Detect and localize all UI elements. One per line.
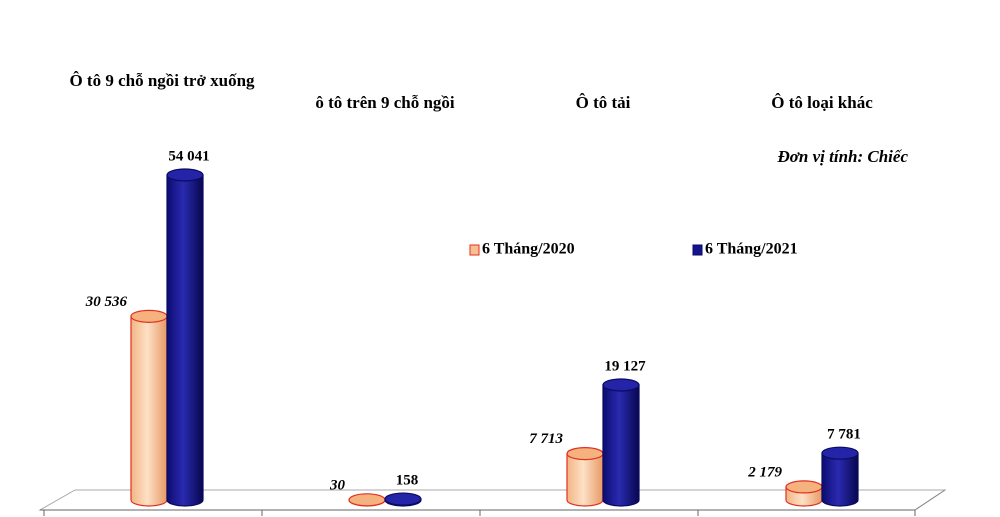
bar-top [821, 446, 859, 460]
bar-top [166, 168, 204, 182]
value-label: 7 781 [827, 427, 861, 443]
value-label: 30 [329, 477, 346, 493]
bar-top [348, 493, 386, 507]
unit-note: Đơn vị tính: Chiếc [777, 147, 909, 166]
bar-top [384, 492, 422, 506]
value-label: 54 041 [168, 148, 209, 164]
bar [130, 315, 168, 507]
x-ticks [43, 510, 916, 516]
value-label: 158 [396, 472, 419, 488]
bar [821, 452, 859, 507]
bar-top [785, 480, 823, 494]
category-label: Ô tô 9 chỗ ngồi trở xuống [69, 71, 255, 90]
legend-swatch [469, 244, 480, 256]
legend-label: 6 Tháng/2020 [482, 241, 575, 258]
bar-top [566, 447, 604, 461]
legend-label: 6 Tháng/2021 [705, 241, 798, 258]
bar-top [602, 378, 640, 392]
value-label: 19 127 [604, 358, 646, 374]
bar [566, 453, 604, 507]
bar-top [130, 309, 168, 323]
value-label: 30 536 [85, 294, 128, 310]
legend-swatch [692, 244, 703, 256]
value-label: 2 179 [747, 464, 782, 480]
category-label: Ô tô tải [575, 93, 631, 112]
category-label: Ô tô loại khác [771, 93, 873, 112]
bar [166, 174, 204, 507]
value-label: 7 713 [529, 431, 563, 447]
floor-edge [914, 489, 946, 511]
category-label: ô tô trên 9 chỗ ngồi [315, 93, 455, 112]
bar [602, 384, 640, 507]
